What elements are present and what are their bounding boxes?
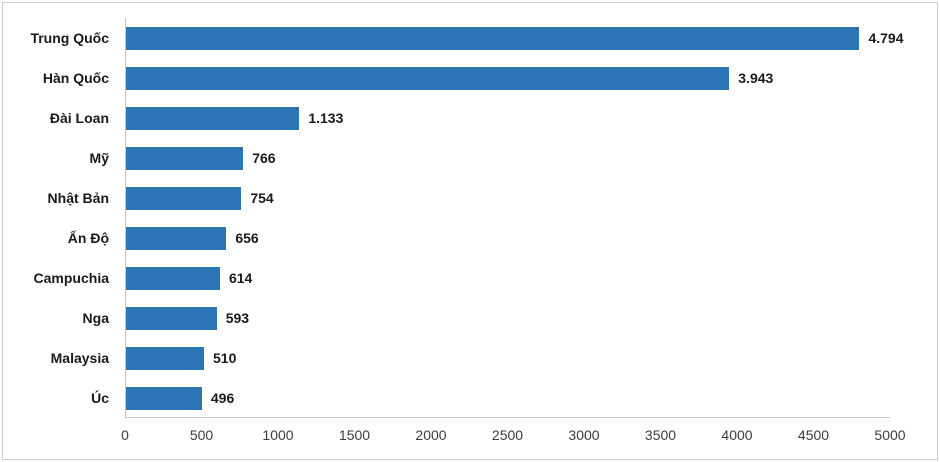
bar-row: 766 [126,138,890,178]
bar-row: 754 [126,178,890,218]
value-label: 3.943 [738,70,774,86]
value-label: 754 [250,190,274,206]
value-label: 4.794 [868,30,904,46]
x-tick-label: 3500 [644,427,677,443]
value-label: 614 [228,270,253,286]
x-axis: 0 500 1000 1500 2000 2500 3000 3500 4000 4500 5000 [121,427,905,447]
bar [126,386,202,410]
category-label: Mỹ [89,150,109,166]
category-axis: Trung Quốc Hàn Quốc Đài Loan Mỹ Nhật Bản Ấn Đ… [0,18,117,418]
bar-row: 656 [126,218,890,258]
bar-row: 3.943 [126,58,890,98]
value-label: 1.133 [308,110,344,126]
x-tick-label: 1500 [338,427,371,443]
bar-row: 4.794 [126,18,904,58]
value-label: 593 [225,310,250,326]
bar-row: 510 [126,338,890,378]
category-label: Nga [82,310,109,326]
bar [126,346,205,370]
x-tick-label: 1000 [262,427,294,443]
bar [126,146,244,170]
x-tick-label: 2000 [415,427,447,443]
x-tick-label: 3000 [568,427,600,443]
bar-row: 593 [126,298,890,338]
x-tick-label: 500 [189,427,214,443]
category-label: Đài Loan [49,110,109,126]
value-label: 496 [210,390,235,406]
bar [126,186,242,210]
bar-row: 496 [126,378,890,418]
category-label: Ấn Độ [67,230,109,246]
x-tick-label: 0 [121,427,129,443]
bar [126,226,227,250]
x-tick-label: 2500 [491,427,524,443]
category-label: Trung Quốc [30,30,109,46]
bar [126,66,730,90]
bar [126,106,300,130]
x-tick-label: 5000 [874,427,906,443]
value-label: 766 [252,150,276,166]
bar-row: 614 [126,258,890,298]
category-label: Campuchia [33,270,109,286]
bar [126,26,860,50]
category-label: Malaysia [50,350,109,366]
bar-row: 1.133 [126,98,890,138]
category-label: Nhật Bản [47,190,109,206]
x-tick-label: 4000 [721,427,753,443]
bar [126,306,217,330]
x-tick-label: 4500 [797,427,830,443]
plot-area: 4.794 3.943 1.133 766 754 656 614 593 510 496 [125,18,904,418]
category-label: Hàn Quốc [42,70,109,86]
value-label: 656 [235,230,259,246]
value-label: 510 [213,350,237,366]
bar [126,266,220,290]
category-label: Úc [91,390,109,406]
